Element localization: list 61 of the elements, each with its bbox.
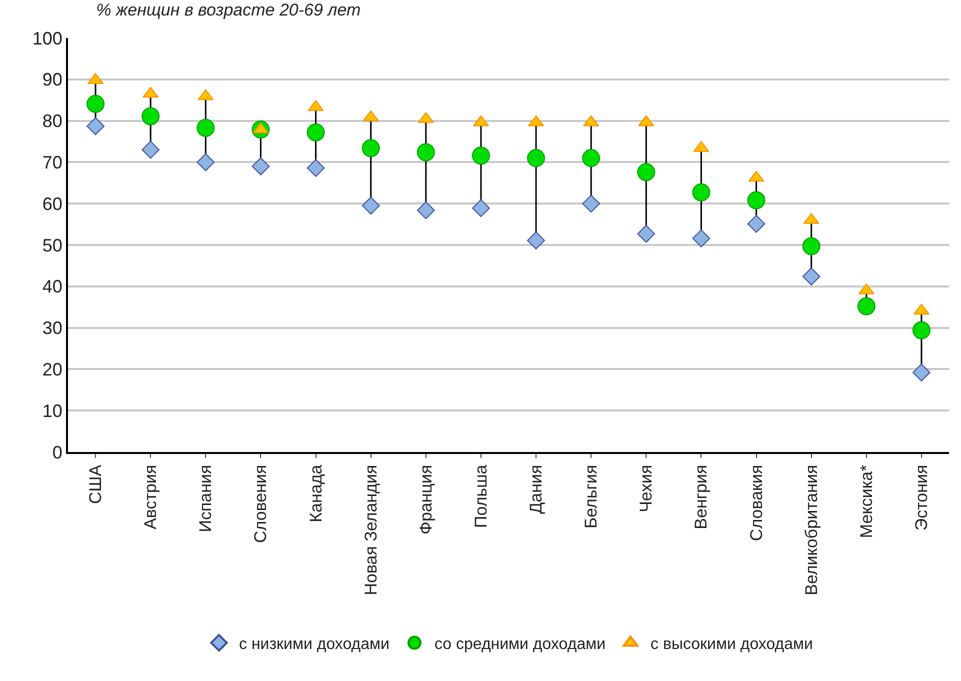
x-tick-label: Словакия [746, 464, 766, 542]
point [692, 183, 710, 202]
x-tick-label: Австрия [141, 464, 160, 530]
x-tick-label: Испания [196, 464, 216, 532]
point [802, 237, 820, 256]
x-tick-label: Новая Зеландия [361, 464, 380, 596]
x-tick-label: Дания [526, 464, 546, 514]
y-tick-label: 40 [42, 276, 62, 297]
x-tick-label: Бельгия [582, 464, 601, 529]
x-tick-label: Великобритания [802, 464, 821, 596]
point [747, 191, 766, 210]
y-tick-label: 30 [42, 318, 62, 338]
point [252, 157, 270, 176]
point [142, 140, 160, 159]
point [86, 94, 105, 113]
point [692, 229, 710, 248]
point [306, 123, 325, 142]
y-tick-label: 0 [52, 442, 62, 462]
point [416, 143, 435, 162]
point [362, 139, 380, 158]
x-tick-label: Канада [306, 464, 326, 522]
y-tick-label: 90 [42, 70, 62, 90]
point [196, 118, 215, 137]
point [86, 117, 104, 136]
point [306, 159, 325, 177]
point [362, 196, 380, 215]
point [802, 268, 820, 286]
point [196, 153, 215, 172]
y-tick-label: 50 [42, 235, 62, 256]
point [582, 149, 600, 168]
y-tick-label: 70 [42, 152, 62, 172]
point [637, 163, 656, 182]
x-tick-label: Мексика* [856, 464, 876, 538]
x-tick-label: Венгрия [692, 464, 711, 530]
point [912, 364, 930, 382]
point [472, 199, 490, 218]
point [912, 321, 930, 340]
x-tick-label: Франция [416, 464, 436, 534]
chart-title: % женщин в возрасте 20-69 лет [96, 0, 361, 20]
legend-label: с низкими доходами [239, 636, 390, 654]
x-tick-label: Польша [471, 464, 490, 528]
legend-label: со средними доходами [434, 636, 606, 654]
point [472, 146, 490, 165]
point [637, 224, 656, 243]
point [527, 149, 546, 168]
y-tick-label: 80 [42, 111, 62, 132]
legend-label: с высокими доходами [650, 636, 813, 654]
point [527, 232, 545, 250]
y-tick-label: 20 [42, 360, 62, 380]
x-tick-label: Эстония [912, 464, 931, 531]
point [416, 201, 435, 220]
x-tick-label: США [86, 464, 106, 504]
y-tick-label: 10 [42, 400, 62, 421]
x-tick-label: Словения [251, 464, 270, 544]
x-tick-label: Чехия [636, 464, 656, 512]
y-tick-label: 100 [32, 28, 62, 48]
point [142, 107, 160, 126]
point [582, 194, 600, 213]
point [857, 297, 876, 316]
point [747, 214, 766, 233]
y-tick-label: 60 [42, 194, 62, 214]
